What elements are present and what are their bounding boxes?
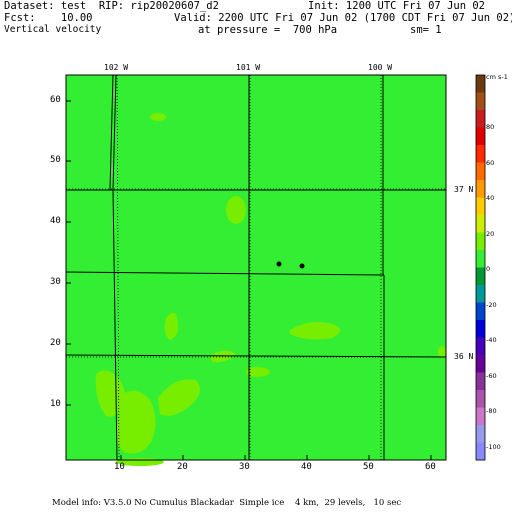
feature-blob	[290, 322, 340, 340]
model-info: Model info: V3.5.0 No Cumulus Blackadar …	[52, 498, 402, 508]
y-tick-label: 60	[50, 95, 61, 105]
plot-frame	[65, 74, 447, 461]
colorbar-label: 40	[486, 194, 495, 202]
colorbar-swatch	[476, 162, 485, 181]
boundary-line	[65, 354, 447, 358]
colorbar-swatch	[476, 337, 485, 356]
velocity-features	[95, 113, 446, 466]
colorbar-label: -20	[486, 300, 497, 309]
y-tick-label: 20	[50, 338, 61, 348]
colorbar-swatch	[476, 145, 485, 163]
colorbar-swatch	[476, 302, 485, 321]
colorbar-label: 0	[486, 265, 491, 273]
feature-blob	[246, 367, 270, 377]
x-tick-label: 60	[425, 462, 436, 472]
colorbar-swatch	[476, 92, 485, 111]
axis-ticks	[66, 100, 432, 460]
latitude-label: 36 N	[454, 352, 474, 361]
colorbar-swatch	[476, 425, 485, 443]
meridian-line	[116, 74, 120, 461]
colorbar	[475, 74, 486, 461]
x-tick-label: 10	[114, 462, 125, 472]
feature-blob	[438, 346, 446, 358]
colorbar-swatch	[476, 232, 485, 251]
colorbar-label: -80	[486, 407, 497, 415]
init-time: Init: 1200 UTC Fri 07 Jun 02	[308, 0, 486, 12]
pressure-level: at pressure = 700 hPa	[198, 24, 338, 36]
longitude-label: 101 W	[236, 63, 261, 72]
feature-blob	[95, 370, 125, 417]
valid-time: Valid: 2200 UTC Fri 07 Jun 02 (1700 CDT …	[174, 12, 512, 24]
colorbar-swatch	[476, 127, 485, 146]
boundary-line	[65, 271, 385, 276]
colorbar-swatch	[476, 355, 485, 373]
y-tick-label: 30	[50, 277, 61, 287]
forecast-label: Fcst: 10.00	[4, 12, 93, 24]
boundary-line	[112, 74, 117, 191]
station-marker	[276, 261, 282, 267]
colorbar-swatch	[476, 442, 485, 461]
dataset-label: Dataset: test RIP: rip20020607_d2	[4, 0, 219, 12]
feature-blob	[150, 113, 166, 121]
colorbar-swatch	[476, 390, 485, 408]
colorbar-label: 20	[486, 229, 495, 238]
colorbar-swatch	[476, 197, 485, 216]
feature-blob	[226, 196, 246, 224]
longitude-label: 102 W	[104, 63, 129, 72]
y-tick-label: 40	[50, 216, 61, 226]
y-tick-label: 10	[50, 399, 61, 409]
feature-blob	[164, 312, 179, 340]
colorbar-swatch	[476, 250, 485, 268]
feature-blob	[116, 390, 156, 454]
colorbar-label: 60	[486, 158, 495, 167]
x-tick-label: 40	[301, 462, 312, 472]
longitude-label: 100 W	[368, 63, 393, 72]
colorbar-swatch	[476, 320, 485, 338]
x-tick-label: 50	[363, 462, 374, 472]
smoothing: sm= 1	[410, 24, 442, 36]
field-name: Vertical velocity	[4, 24, 102, 35]
colorbar-swatch	[476, 285, 485, 303]
boundary-line	[112, 189, 118, 461]
colorbar-label: -100	[486, 442, 501, 451]
state-boundaries	[65, 74, 447, 461]
x-tick-label: 20	[177, 462, 188, 472]
y-tick-label: 50	[50, 155, 61, 165]
colorbar-label: 80	[486, 123, 495, 131]
colorbar-label: -40	[486, 336, 497, 344]
latitude-label: 37 N	[454, 185, 474, 194]
colorbar-swatch	[476, 215, 485, 233]
x-tick-label: 30	[239, 462, 250, 472]
colorbar-swatch	[476, 407, 485, 426]
graticule	[66, 74, 446, 461]
colorbar-swatch	[476, 372, 485, 391]
colorbar-swatch	[476, 180, 485, 198]
feature-blob	[158, 379, 200, 416]
station-marker	[299, 263, 305, 269]
colorbar-swatch	[476, 75, 485, 93]
colorbar-units: cm s-1	[486, 73, 508, 81]
boundary-line	[109, 74, 114, 191]
colorbar-swatch	[476, 267, 485, 286]
colorbar-frame	[475, 74, 486, 461]
colorbar-label: -60	[486, 371, 497, 380]
colorbar-swatch	[476, 110, 485, 128]
feature-blob	[210, 350, 236, 363]
